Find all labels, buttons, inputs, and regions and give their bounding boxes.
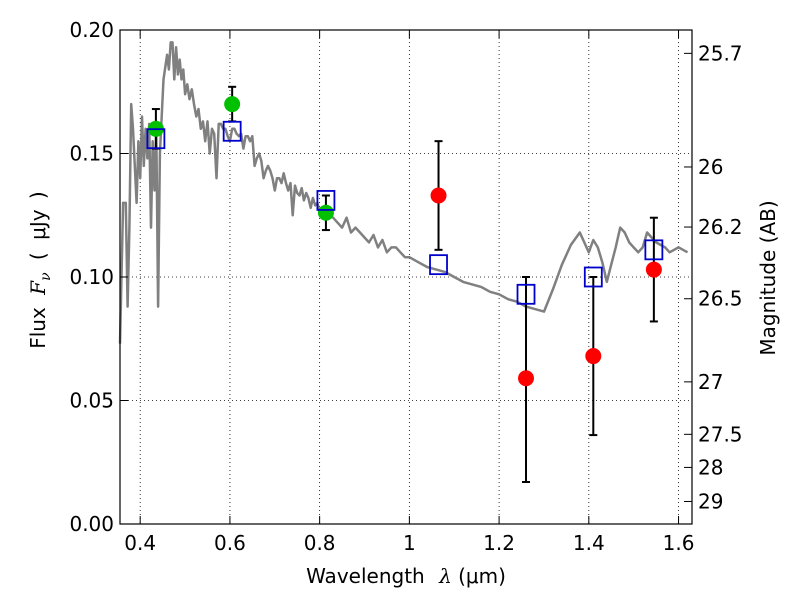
magnitude-tick-label: 29 [698,489,723,513]
y-tick-label: 0.05 [69,389,114,413]
x-tick-label: 0.4 [124,531,156,555]
x-tick-label: 1.4 [573,531,605,555]
y-axis-label-text: Flux [26,307,50,349]
magnitude-tick-label: 28 [698,455,723,479]
model-point [222,120,242,142]
spectrum-line [118,41,689,344]
x-tick-label: 0.8 [304,531,336,555]
observed-point [585,348,602,365]
model-point [583,266,603,288]
model-point [644,239,664,261]
model-point [316,190,336,211]
x-tick-label: 1.6 [663,531,695,555]
observed-point [430,187,447,204]
template-spectrum [118,41,689,344]
x-axis-label-symbol: λ [438,564,452,588]
x-axis-label: Wavelength λ (μm) [306,564,506,588]
y-tick-label: 0.10 [69,265,114,289]
magnitude-tick-label: 27 [698,370,723,394]
observed-point [518,370,535,387]
y-axis-label-paren-open: ( [26,252,50,260]
magnitude-tick-label: 25.7 [698,41,743,65]
x-axis-label-unit: (μm) [458,564,506,588]
model-point [429,254,448,276]
x-tick-label: 1.2 [483,531,515,555]
x-axis-label-text: Wavelength [306,564,425,588]
model-point [516,283,536,305]
y-axis-label-symbol: F [26,280,50,296]
model-point [146,128,166,150]
magnitude-tick-label: 26 [698,155,723,179]
y-tick-label: 0.00 [69,512,114,536]
magnitude-tick-label: 26.5 [698,287,743,311]
observed-point [224,96,241,113]
observed-point [317,204,334,221]
observed-point [645,261,662,278]
y-tick-label: 0.20 [69,18,114,42]
magnitude-tick-label: 26.2 [698,215,743,239]
y-axis-label: Flux Fν ( μJy ) [26,191,55,349]
x-tick-label: 0.6 [214,531,246,555]
magnitude-axis-label: Magnitude (AB) [756,200,780,355]
model-points [146,120,664,305]
y-tick-label: 0.15 [69,142,114,166]
magnitude-tick-label: 27.5 [698,422,743,446]
axis-ticks: 0.4 0.6 0.8 1 1.2 1.4 1.6 0.00 0.05 0.10 0.15 0.20 2… [69,18,742,555]
y-axis-label-symbol-sub: ν [38,272,54,281]
y-axis-label-paren-close: ) [26,191,50,199]
y-axis-label-unit: μJy [26,209,50,240]
x-tick-label: 1 [403,531,416,555]
